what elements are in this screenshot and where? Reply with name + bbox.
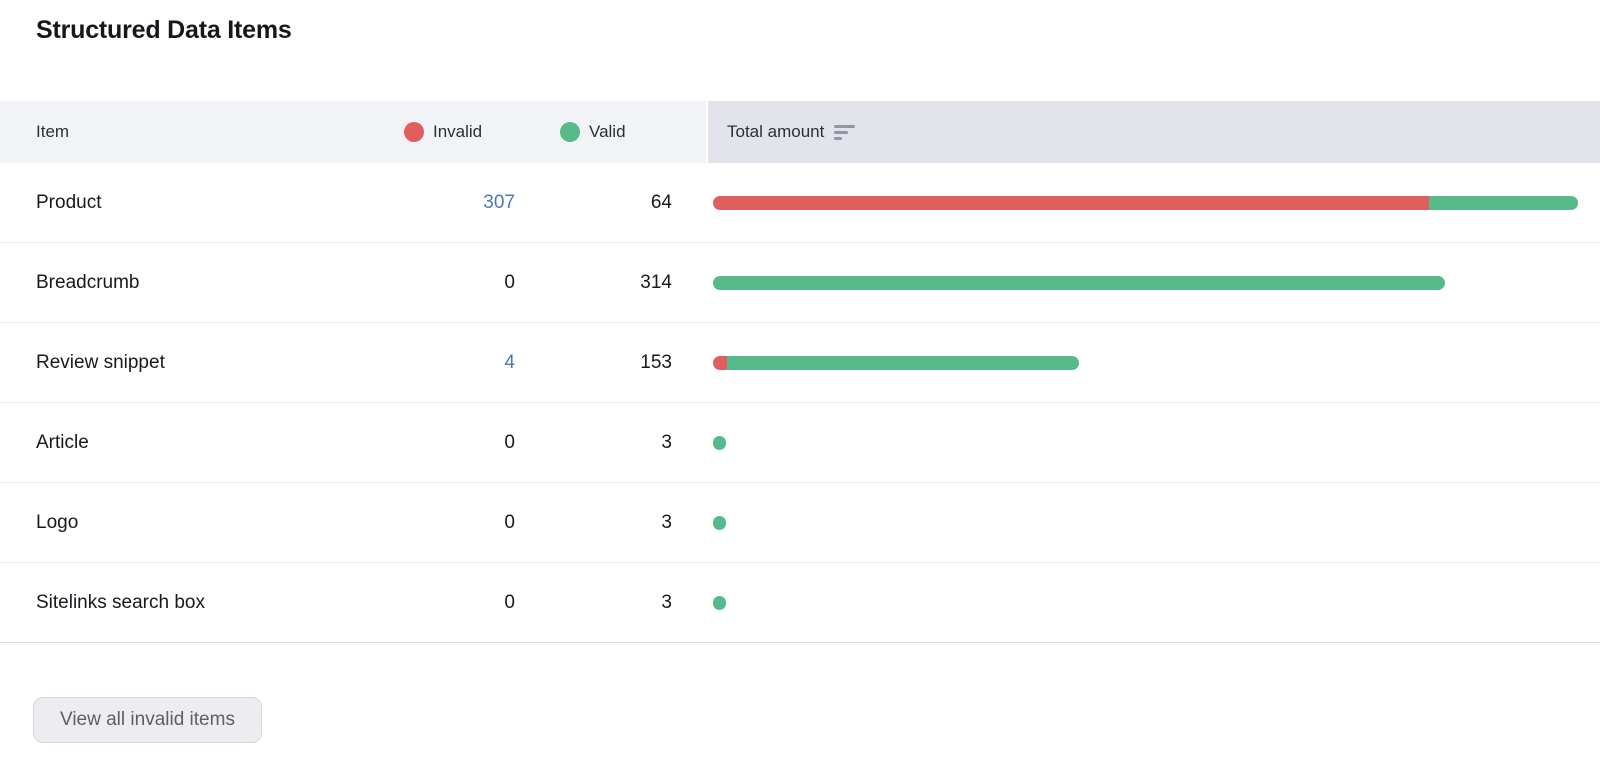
valid-bar-segment	[727, 355, 1079, 370]
valid-bar-segment	[713, 515, 726, 530]
invalid-legend-dot-icon	[404, 122, 424, 142]
table-body: Product 307 64 Breadcrumb 0 314 Review s…	[0, 163, 1600, 643]
item-name: Review snippet	[36, 351, 165, 373]
valid-count: 314	[640, 271, 672, 293]
valid-count: 153	[640, 351, 672, 373]
total-amount-bar-cell	[672, 515, 1600, 530]
valid-count: 3	[661, 591, 672, 613]
total-amount-bar-cell	[672, 195, 1600, 210]
header-background	[0, 101, 706, 163]
col-header-item: Item	[36, 101, 69, 163]
valid-legend-dot-icon	[560, 122, 580, 142]
table-row: Review snippet 4 153	[0, 323, 1600, 403]
table-row: Logo 0 3	[0, 483, 1600, 563]
invalid-count: 0	[504, 271, 515, 293]
col-header-valid: Valid	[560, 101, 626, 163]
col-header-invalid-label: Invalid	[433, 122, 483, 141]
stacked-total-bar	[713, 595, 726, 610]
stacked-total-bar	[713, 275, 1445, 290]
view-all-invalid-items-button[interactable]: View all invalid items	[33, 697, 262, 743]
col-header-total-amount[interactable]: Total amount	[727, 101, 856, 163]
valid-bar-segment	[713, 595, 726, 610]
invalid-count: 0	[504, 591, 515, 613]
table-row: Product 307 64	[0, 163, 1600, 243]
invalid-count[interactable]: 4	[504, 351, 515, 373]
col-header-item-label: Item	[36, 122, 70, 141]
invalid-bar-segment	[713, 195, 1429, 210]
valid-bar-segment	[713, 435, 726, 450]
valid-bar-segment	[713, 275, 1445, 290]
table-row: Sitelinks search box 0 3	[0, 563, 1600, 643]
panel-title: Structured Data Items	[36, 16, 292, 44]
invalid-count: 0	[504, 511, 515, 533]
total-amount-header-background	[708, 101, 1600, 163]
table-row: Breadcrumb 0 314	[0, 243, 1600, 323]
item-name: Article	[36, 431, 89, 453]
total-amount-bar-cell	[672, 275, 1600, 290]
item-name: Logo	[36, 511, 79, 533]
valid-bar-segment	[1429, 195, 1578, 210]
invalid-count: 0	[504, 431, 515, 453]
col-header-valid-label: Valid	[589, 122, 626, 141]
invalid-count[interactable]: 307	[483, 191, 515, 213]
valid-count: 3	[661, 431, 672, 453]
stacked-total-bar	[713, 435, 726, 450]
item-name: Breadcrumb	[36, 271, 140, 293]
stacked-total-bar	[713, 515, 726, 530]
total-amount-bar-cell	[672, 355, 1600, 370]
invalid-bar-segment	[713, 355, 727, 370]
stacked-total-bar	[713, 195, 1578, 210]
table-row: Article 0 3	[0, 403, 1600, 483]
stacked-total-bar	[713, 355, 1079, 370]
item-name: Sitelinks search box	[36, 591, 205, 613]
item-name: Product	[36, 191, 102, 213]
sort-descending-icon[interactable]	[834, 125, 856, 143]
total-amount-bar-cell	[672, 435, 1600, 450]
total-amount-bar-cell	[672, 595, 1600, 610]
valid-count: 64	[650, 191, 672, 213]
table-header: Item Invalid Valid Total amount	[0, 101, 1600, 163]
valid-count: 3	[661, 511, 672, 533]
col-header-invalid: Invalid	[404, 101, 482, 163]
col-header-total-amount-label: Total amount	[727, 122, 825, 141]
